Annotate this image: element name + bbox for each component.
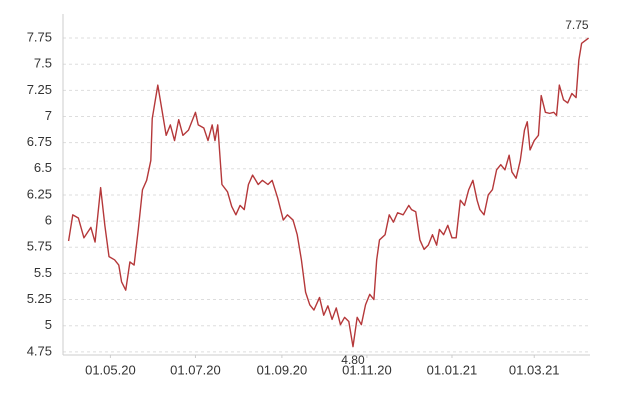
- x-tick-label: 01.05.20: [85, 362, 136, 377]
- y-tick-label: 5.25: [27, 291, 52, 306]
- value-label: 4.80: [341, 353, 365, 367]
- line: [67, 37, 590, 348]
- y-tick-label: 7.5: [34, 56, 52, 71]
- y-tick-label: 7.25: [27, 82, 52, 97]
- y-tick-label: 6: [45, 213, 52, 228]
- y-tick-label: 7: [45, 108, 52, 123]
- x-tick-label: 01.11.20: [342, 362, 392, 377]
- y-tick-label: 6.25: [27, 186, 52, 201]
- x-tick-label: 01.01.21: [427, 362, 478, 377]
- x-tick-label: 01.03.21: [509, 362, 560, 377]
- y-tick-label: 6.5: [34, 160, 52, 175]
- y-tick-label: 5: [45, 317, 52, 332]
- y-tick-label: 7.75: [27, 29, 52, 44]
- y-tick-label: 5.75: [27, 239, 52, 254]
- value-label: 7.75: [565, 18, 589, 32]
- x-tick-label: 01.07.20: [170, 362, 221, 377]
- x-tick-label: 01.09.20: [257, 362, 308, 377]
- y-tick-label: 4.75: [27, 343, 52, 358]
- y-tick-label: 6.75: [27, 134, 52, 149]
- y-tick-label: 5.5: [34, 265, 52, 280]
